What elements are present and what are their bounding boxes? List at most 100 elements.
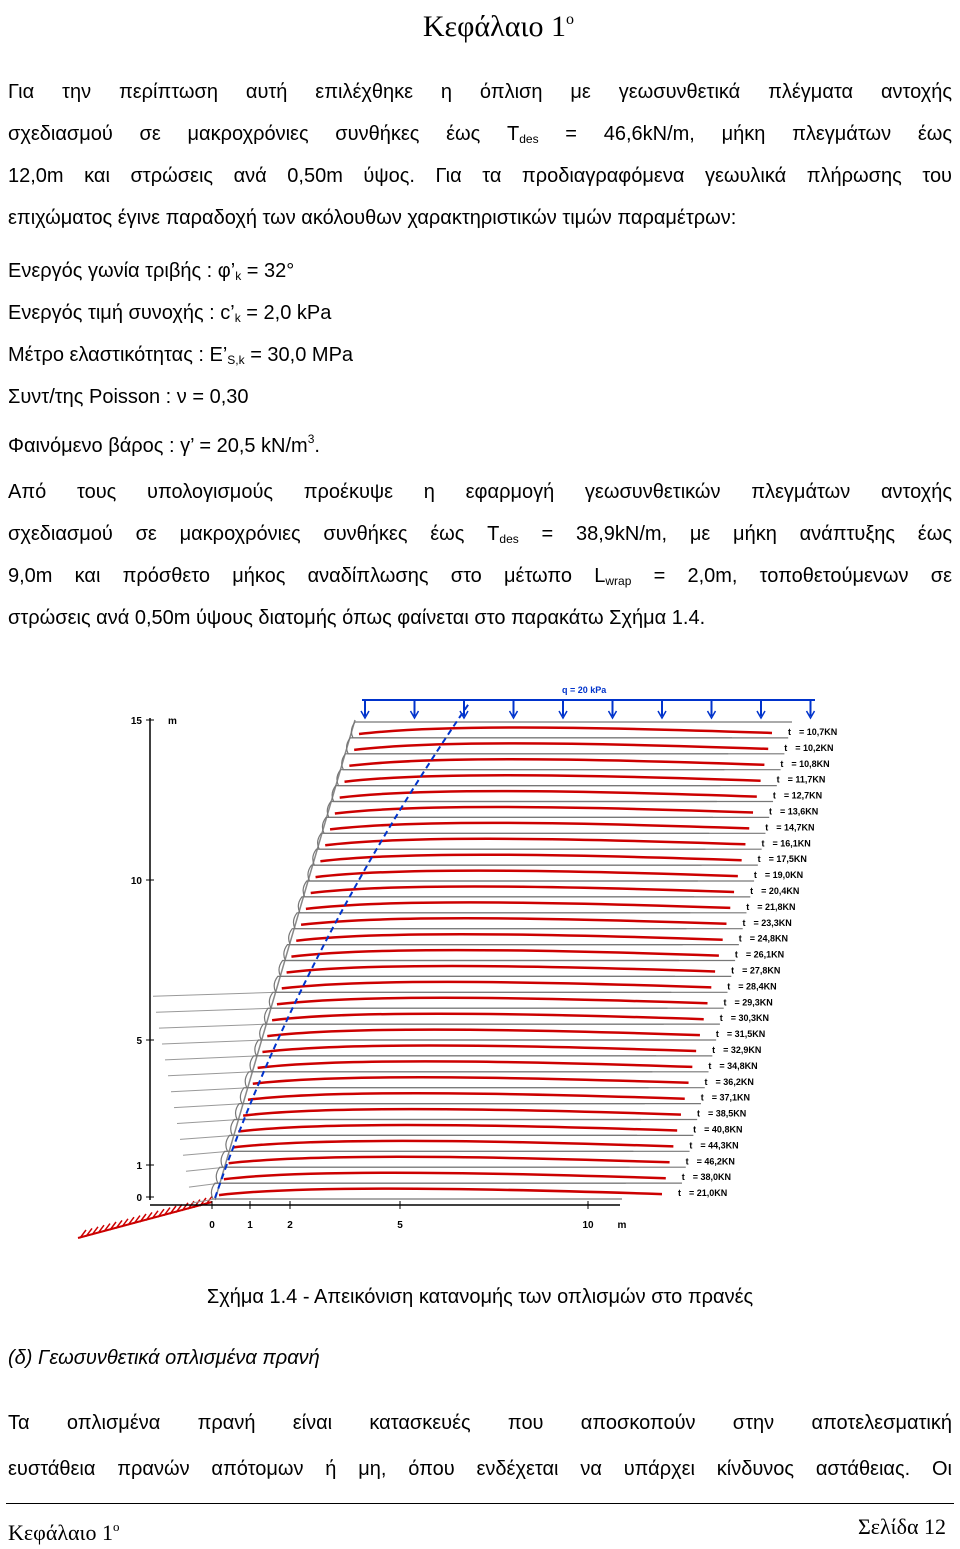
layer-symbol: t: [780, 759, 783, 769]
text: σχεδιασμού σε μακροχρόνιες συνθήκες έως …: [8, 523, 500, 545]
layer-label: t = 19,0KN: [754, 870, 803, 880]
layer-symbol: t: [742, 918, 745, 928]
text-line: επιχώματος έγινε παραδοχή των ακόλουθων …: [8, 197, 952, 239]
layer-symbol: t: [708, 1061, 711, 1071]
layer-value: = 19,0KN: [765, 870, 803, 880]
layer-label: t = 29,3KN: [724, 997, 773, 1007]
layer-label: t = 12,7KN: [773, 791, 822, 801]
header-title: Κεφάλαιο 1: [422, 10, 566, 43]
layer-symbol: t: [693, 1125, 696, 1135]
hatch: [127, 1216, 135, 1226]
arrow-head: [756, 710, 766, 720]
reinforcement: [267, 1028, 700, 1038]
layer-symbol: t: [735, 950, 738, 960]
text: .: [314, 435, 320, 457]
y-axis-label: 5: [136, 1036, 142, 1047]
reinforcement: [334, 805, 754, 815]
y-axis-label: 1: [136, 1161, 142, 1172]
layer-symbol: t: [777, 775, 780, 785]
text-line: σχεδιασμού σε μακροχρόνιες συνθήκες έως …: [8, 513, 952, 555]
text: 12,0m και στρώσεις ανά 0,50m ύψος. Για τ…: [8, 165, 952, 187]
subscript: wrap: [605, 574, 632, 588]
layer-label: t = 36,2KN: [705, 1077, 754, 1087]
footer-right: Σελίδα 12: [857, 1514, 946, 1539]
text-line: Τα οπλισμένα πρανή είναι κατασκευές που …: [8, 1400, 952, 1446]
perspective-line: [152, 991, 278, 997]
perspective-line: [179, 1134, 235, 1140]
layer-label: t = 16,1KN: [761, 838, 810, 848]
layer-label: t = 34,8KN: [708, 1061, 757, 1071]
reinforcement: [281, 980, 712, 990]
layer-value: = 10,7KN: [799, 727, 837, 737]
layer-label: t = 21,8KN: [746, 902, 795, 912]
subscript: k: [234, 311, 241, 325]
text: Μέτρο ελαστικότητας : E’: [8, 344, 228, 366]
layer-value: = 17,5KN: [769, 854, 807, 864]
layer-value: = 38,0KN: [693, 1172, 731, 1182]
footer-rule: [6, 1503, 954, 1504]
layer-label: t = 40,8KN: [693, 1125, 742, 1135]
parameter-list: Ενεργός γωνία τριβής : φ’ k = 32° Ενεργός …: [8, 250, 952, 460]
layer-symbol: t: [720, 1013, 723, 1023]
hatch: [85, 1227, 93, 1237]
paragraph: Τα οπλισμένα πρανή είναι κατασκευές που …: [8, 1400, 952, 1492]
layer-symbol: t: [705, 1077, 708, 1087]
layer-symbol: t: [765, 822, 768, 832]
text-line: Μέτρο ελαστικότητας : E’S,k = 30,0 MPa: [8, 334, 952, 376]
layer-value: = 16,1KN: [772, 838, 810, 848]
layer-symbol: t: [682, 1172, 685, 1182]
text: Ενεργός γωνία τριβής : φ’: [8, 260, 236, 282]
text: επιχώματος έγινε παραδοχή των ακόλουθων …: [8, 207, 737, 229]
layer-value: = 21,0KN: [689, 1188, 727, 1198]
layer-label: t = 38,0KN: [682, 1172, 731, 1182]
load-label: q = 20 kPa: [562, 685, 607, 695]
text: = 2,0m, τοποθετούμενων σε: [631, 565, 952, 587]
reinforcement: [296, 932, 723, 942]
layer-label: t = 14,7KN: [765, 822, 814, 832]
reinforcement: [247, 1091, 685, 1101]
y-axis-label: m: [168, 716, 177, 727]
perspective-line: [167, 1071, 254, 1077]
layer-label: t = 32,9KN: [712, 1045, 761, 1055]
hatch: [91, 1226, 99, 1236]
y-axis-label: 0: [136, 1193, 142, 1204]
layer-label: t = 20,4KN: [750, 886, 799, 896]
text-line: Ενεργός τιμή συνοχής : c’k = 2,0 kPa: [8, 292, 952, 334]
layer-symbol: t: [739, 934, 742, 944]
text: στρώσεις ανά 0,50m ύψους διατομής όπως φ…: [8, 607, 706, 629]
perspective-line: [176, 1119, 240, 1124]
layer-label: t = 37,1KN: [701, 1093, 750, 1103]
layer-value: = 21,8KN: [757, 902, 795, 912]
text: ευστάθεια πρανών απότομων ή μη, όπου ενδ…: [8, 1458, 952, 1480]
reinforcement: [286, 964, 716, 974]
caption: Σχήμα 1.4 - Απεικόνιση κατανομής των οπλ…: [0, 1276, 960, 1318]
layer-label: t = 10,8KN: [780, 759, 829, 769]
layer-label: t = 38,5KN: [697, 1109, 746, 1119]
reinforcement: [329, 821, 750, 831]
text: = 2,0 kPa: [240, 302, 332, 324]
layer-value: = 34,8KN: [719, 1061, 757, 1071]
reinforcement: [349, 758, 765, 768]
x-axis-label: 0: [209, 1220, 215, 1231]
layer-value: = 32,9KN: [723, 1045, 761, 1055]
text-line: στρώσεις ανά 0,50m ύψους διατομής όπως φ…: [8, 597, 952, 639]
layer-value: = 38,5KN: [708, 1109, 746, 1119]
layer-value: = 11,7KN: [788, 775, 826, 785]
layer-value: = 44,3KN: [700, 1140, 738, 1150]
perspective-line: [158, 1023, 269, 1029]
reinforcement: [252, 1076, 689, 1086]
text: = 30,0 MPa: [244, 344, 354, 366]
text: = 32°: [241, 260, 295, 282]
reinforcement: [358, 726, 773, 736]
reinforcement: [238, 1123, 678, 1133]
text: 9,0m και πρόσθετο μήκος αναδίπλωσης στο …: [8, 565, 606, 587]
hatch: [139, 1213, 147, 1223]
text: Φαινόμενο βάρος : γ’ = 20,5 kN/m: [8, 435, 308, 457]
header: Κεφάλαιο 1ο: [423, 0, 574, 47]
reinforcement: [305, 901, 731, 911]
layer-symbol: t: [773, 791, 776, 801]
x-axis-label: 1: [247, 1220, 253, 1231]
y-axis-label: 15: [131, 716, 143, 727]
reinforcement: [310, 885, 735, 895]
